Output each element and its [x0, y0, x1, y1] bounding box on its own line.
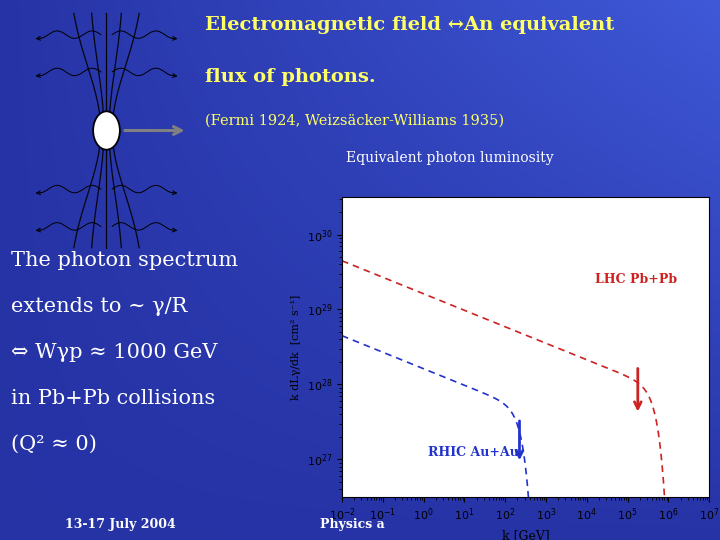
Text: flux of photons.: flux of photons.: [205, 68, 376, 85]
Text: (Q² ≈ 0): (Q² ≈ 0): [11, 435, 96, 454]
Text: LHC Pb+Pb: LHC Pb+Pb: [595, 273, 677, 286]
Ellipse shape: [93, 111, 120, 150]
Text: RHIC Au+Au: RHIC Au+Au: [428, 446, 518, 458]
Text: extends to ~ γ/R: extends to ~ γ/R: [11, 297, 187, 316]
Text: 13-17 July 2004: 13-17 July 2004: [65, 518, 176, 531]
Text: in Pb+Pb collisions: in Pb+Pb collisions: [11, 389, 215, 408]
Text: Equivalent photon luminosity: Equivalent photon luminosity: [346, 151, 554, 165]
Y-axis label: k dLγ/dk  [cm² s⁻¹]: k dLγ/dk [cm² s⁻¹]: [291, 294, 301, 400]
Text: The photon spectrum: The photon spectrum: [11, 251, 238, 270]
Text: Electromagnetic field ↔An equivalent: Electromagnetic field ↔An equivalent: [205, 16, 614, 34]
Text: Physics a: Physics a: [320, 518, 385, 531]
X-axis label: k [GeV]: k [GeV]: [502, 529, 549, 540]
Text: ⇔ Wγp ≈ 1000 GeV: ⇔ Wγp ≈ 1000 GeV: [11, 343, 217, 362]
Text: (Fermi 1924, Weizsäcker-Williams 1935): (Fermi 1924, Weizsäcker-Williams 1935): [205, 113, 504, 127]
